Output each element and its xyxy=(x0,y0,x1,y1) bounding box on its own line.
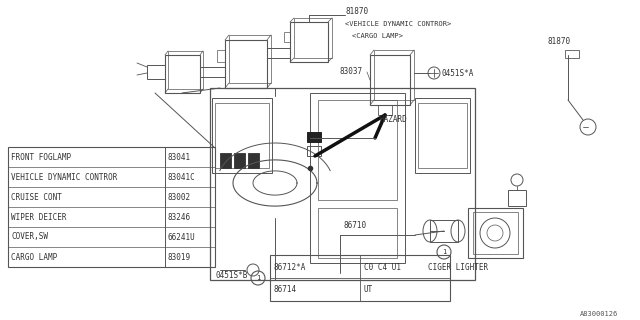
Bar xyxy=(270,255,450,301)
Bar xyxy=(168,51,203,89)
Bar xyxy=(294,18,332,58)
Bar xyxy=(248,153,259,168)
Bar xyxy=(220,153,231,168)
Text: 81870: 81870 xyxy=(548,37,571,46)
Text: 1: 1 xyxy=(256,275,260,281)
Text: FRONT FOGLAMP: FRONT FOGLAMP xyxy=(11,153,71,162)
Text: <CARGO LAMP>: <CARGO LAMP> xyxy=(352,33,403,39)
Bar xyxy=(430,220,458,242)
Text: 81870: 81870 xyxy=(345,7,368,17)
Text: 83037: 83037 xyxy=(340,68,363,76)
Text: UT: UT xyxy=(364,285,373,294)
Bar xyxy=(378,105,392,115)
Text: 0451S*A: 0451S*A xyxy=(442,68,474,77)
Text: 83041C: 83041C xyxy=(168,172,196,181)
Bar xyxy=(229,35,271,83)
Bar xyxy=(210,88,475,280)
Bar xyxy=(318,100,397,200)
Text: HAZARD: HAZARD xyxy=(380,116,408,124)
Text: 83019: 83019 xyxy=(168,252,191,261)
Text: WIPER DEICER: WIPER DEICER xyxy=(11,212,67,221)
Bar xyxy=(318,208,397,258)
Text: 1: 1 xyxy=(442,249,446,255)
Text: 83041: 83041 xyxy=(168,153,191,162)
Bar xyxy=(565,50,579,58)
Bar xyxy=(370,55,410,105)
Bar xyxy=(212,98,272,173)
Text: 83246: 83246 xyxy=(168,212,191,221)
Bar xyxy=(217,50,225,62)
Text: 86710: 86710 xyxy=(343,220,366,229)
Text: C0 C4 U1: C0 C4 U1 xyxy=(364,262,401,271)
Text: 83002: 83002 xyxy=(168,193,191,202)
Text: <VEHICLE DYNAMIC CONTROR>: <VEHICLE DYNAMIC CONTROR> xyxy=(345,21,451,27)
Bar xyxy=(165,55,200,93)
Bar xyxy=(8,147,215,267)
Text: CIGER LIGHTER: CIGER LIGHTER xyxy=(428,263,488,273)
Bar xyxy=(215,103,269,168)
Text: CARGO LAMP: CARGO LAMP xyxy=(11,252,57,261)
Text: 66241U: 66241U xyxy=(168,233,196,242)
Text: 86714: 86714 xyxy=(274,285,297,294)
Text: A83000126: A83000126 xyxy=(580,311,618,317)
Bar xyxy=(147,65,165,79)
Text: VEHICLE DYNAMIC CONTROR: VEHICLE DYNAMIC CONTROR xyxy=(11,172,117,181)
Bar xyxy=(310,93,405,263)
Bar xyxy=(473,212,518,254)
Bar xyxy=(290,22,328,62)
Text: 86712*A: 86712*A xyxy=(274,262,307,271)
Text: COVER,SW: COVER,SW xyxy=(11,233,48,242)
Bar xyxy=(508,190,526,206)
Bar xyxy=(418,103,467,168)
Bar xyxy=(234,153,245,168)
Bar xyxy=(200,67,225,77)
Bar xyxy=(225,40,267,88)
Bar xyxy=(468,208,523,258)
Bar xyxy=(374,50,414,100)
Bar xyxy=(307,132,321,142)
Bar xyxy=(307,146,321,156)
Text: CRUISE CONT: CRUISE CONT xyxy=(11,193,62,202)
Bar xyxy=(267,48,290,58)
Text: 0451S*B: 0451S*B xyxy=(215,270,248,279)
Bar xyxy=(415,98,470,173)
Bar xyxy=(284,32,290,42)
